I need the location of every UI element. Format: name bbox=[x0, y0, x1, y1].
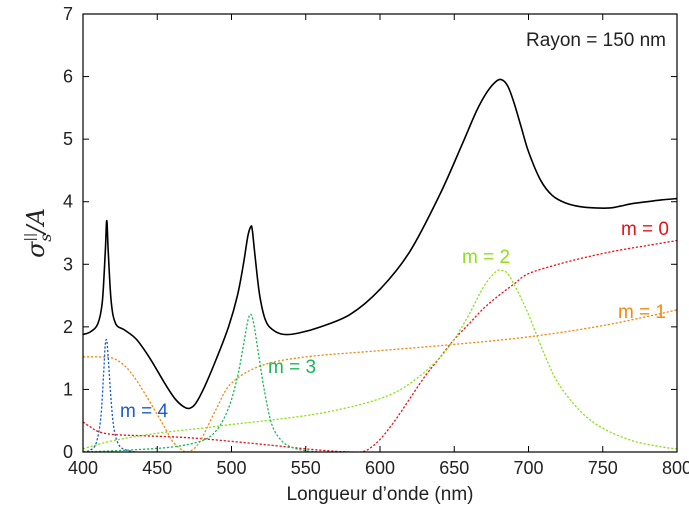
series-line-m-1 bbox=[83, 309, 677, 452]
series-layer bbox=[83, 78, 677, 452]
x-tick-label: 550 bbox=[291, 458, 321, 478]
series-line-total bbox=[83, 78, 677, 410]
series-line-m-4 bbox=[83, 338, 136, 452]
series-line-m-3 bbox=[83, 313, 321, 452]
x-tick-label: 750 bbox=[588, 458, 618, 478]
svg-text:σ||s/A: σ||s/A bbox=[22, 208, 55, 258]
x-tick-label: 700 bbox=[513, 458, 543, 478]
x-tick-label: 500 bbox=[216, 458, 246, 478]
y-tick-label: 1 bbox=[63, 379, 73, 399]
series-line-m-2 bbox=[83, 269, 677, 450]
y-axis-label: σ||s/A bbox=[22, 208, 55, 258]
y-tick-label: 7 bbox=[63, 4, 73, 24]
y-axis-denominator: /A bbox=[22, 208, 50, 235]
y-axis-superscript: || bbox=[23, 233, 38, 242]
series-label-m-3: m = 3 bbox=[268, 357, 316, 378]
x-tick-label: 400 bbox=[68, 458, 98, 478]
series-label-m-2: m = 2 bbox=[462, 247, 510, 268]
series-line-m-0 bbox=[83, 239, 677, 452]
y-tick-label: 4 bbox=[63, 192, 73, 212]
labels-layer: m = 0 m = 1 m = 2 m = 3 m = 4 bbox=[120, 219, 669, 422]
x-tick-label: 450 bbox=[142, 458, 172, 478]
x-tick-label: 650 bbox=[439, 458, 469, 478]
y-tick-label: 0 bbox=[63, 442, 73, 462]
y-tick-label: 6 bbox=[63, 67, 73, 87]
ticks-layer: 400 450 500 550 600 650 700 750 800 0 1 2 3 4 5 6 7 bbox=[63, 4, 689, 478]
y-tick-label: 2 bbox=[63, 317, 73, 337]
series-label-m-0: m = 0 bbox=[621, 219, 669, 240]
series-label-m-1: m = 1 bbox=[618, 302, 666, 323]
plot-frame bbox=[82, 13, 678, 453]
y-tick-label: 5 bbox=[63, 129, 73, 149]
radius-annotation: Rayon = 150 nm bbox=[526, 30, 666, 51]
y-axis-subscript: s bbox=[36, 234, 55, 242]
y-tick-label: 3 bbox=[63, 254, 73, 274]
x-tick-label: 800 bbox=[662, 458, 689, 478]
x-axis-label: Longueur d’onde (nm) bbox=[287, 484, 474, 505]
series-label-m-4: m = 4 bbox=[120, 401, 168, 422]
y-axis-symbol: σ bbox=[22, 241, 50, 258]
x-tick-label: 600 bbox=[365, 458, 395, 478]
